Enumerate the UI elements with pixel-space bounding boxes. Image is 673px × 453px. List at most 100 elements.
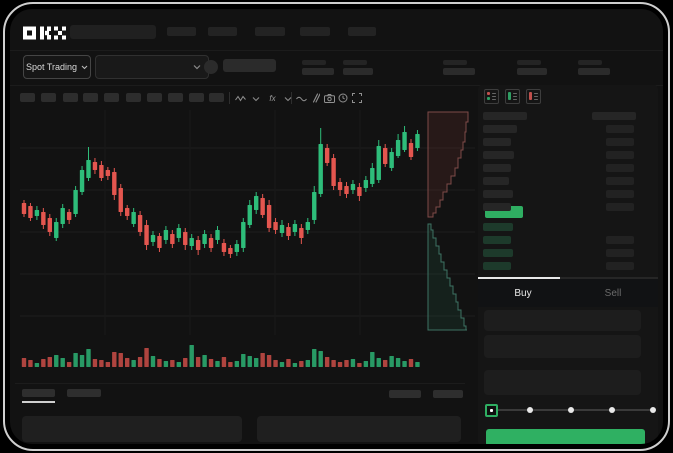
timeframe-button-skeleton[interactable] [147,93,162,102]
ticker-stat-value-skeleton [302,68,334,75]
camera-icon[interactable] [323,92,335,104]
chevron-down-icon [193,65,201,70]
app-window: Spot Trading [10,9,663,444]
bid-row-price-skeleton[interactable] [483,236,511,244]
bid-row-price-skeleton[interactable] [483,223,513,231]
slider-stop-dot[interactable] [568,407,574,413]
clock-icon[interactable] [337,92,349,104]
book-header-amount-skeleton [592,112,636,120]
timeframe-button-skeleton[interactable] [20,93,35,102]
ask-row-amount-skeleton[interactable] [606,125,634,133]
ticker-stat-value-skeleton [343,68,373,75]
bottom-section-divider [15,383,465,384]
book-bids-only-icon[interactable] [505,89,520,104]
slider-stop-dot[interactable] [527,407,533,413]
compare-slashes-icon[interactable] [309,92,321,104]
chevron-down-icon[interactable] [250,93,262,105]
depth-area [427,111,469,218]
ticker-stat-value-skeleton [578,68,610,75]
timeframe-button-skeleton[interactable] [83,93,98,102]
buy-sell-tab-track [478,277,658,279]
ticker-stat-label-skeleton [517,60,541,65]
total-input-skeleton[interactable] [484,370,641,395]
pair-logo-avatar [204,60,218,74]
subheader-divider [10,85,663,86]
tab-buy[interactable]: Buy [514,287,532,299]
bottom-tab-skeleton[interactable] [67,389,101,397]
timeframe-button-skeleton[interactable] [104,93,119,102]
pair-name-skeleton [223,59,276,72]
book-header-price-skeleton [483,112,527,120]
amount-input-skeleton[interactable] [484,335,641,358]
nav-item-skeleton[interactable] [208,27,237,36]
indicator-fx-icon[interactable]: fx [269,93,276,103]
okx-logo[interactable] [23,26,66,40]
orders-panel-skeleton [22,416,242,442]
nav-item-skeleton[interactable] [167,27,196,36]
ticker-stat-value-skeleton [443,68,475,75]
chevron-down-icon [81,65,88,69]
bid-row-amount-skeleton[interactable] [606,249,634,257]
pair-selector-dropdown[interactable] [95,55,209,79]
chart-style-icon[interactable] [234,93,246,105]
buy-sell-tabbar: Buy Sell [478,279,658,307]
ask-row-amount-skeleton[interactable] [606,164,634,172]
fullscreen-expand-icon[interactable] [351,92,363,104]
nav-item-skeleton[interactable] [300,27,330,36]
ask-row-price-skeleton[interactable] [483,177,509,185]
price-input-skeleton[interactable] [484,310,641,331]
timeframe-button-skeleton[interactable] [168,93,183,102]
ask-row-price-skeleton[interactable] [483,125,517,133]
market-type-label: Spot Trading [25,62,78,72]
ask-row-amount-skeleton[interactable] [606,138,634,146]
chevron-down-icon[interactable] [282,93,294,105]
device-frame-outline [3,2,670,451]
toolbar-separator [229,92,230,104]
ask-row-amount-skeleton[interactable] [606,190,634,198]
header-divider [10,50,663,51]
book-asks-only-icon[interactable] [526,89,541,104]
ask-row-amount-skeleton[interactable] [606,151,634,159]
toolbar-separator [291,92,292,104]
depth-area [427,223,467,331]
timeframe-button-skeleton[interactable] [189,93,204,102]
search-bar-skeleton[interactable] [70,25,156,39]
timeframe-button-skeleton[interactable] [41,93,56,102]
candlestick-chart[interactable] [20,110,480,335]
bid-row-price-skeleton[interactable] [483,249,513,257]
bottom-action-skeleton[interactable] [389,390,421,398]
line-wave-icon[interactable] [295,93,307,105]
bid-row-price-skeleton[interactable] [483,262,511,270]
buy-tab-active-indicator [478,277,560,279]
history-panel-skeleton [257,416,461,442]
ticker-stat-label-skeleton [443,60,467,65]
nav-item-skeleton[interactable] [255,27,285,36]
ticker-stat-label-skeleton [578,60,602,65]
ask-row-price-skeleton[interactable] [483,138,511,146]
ticker-stat-value-skeleton [517,68,547,75]
buy-submit-button[interactable] [486,429,645,444]
timeframe-button-skeleton[interactable] [126,93,141,102]
ask-row-price-skeleton[interactable] [483,203,511,211]
bottom-tab-active-skeleton[interactable] [22,389,55,397]
ask-row-amount-skeleton[interactable] [606,203,634,211]
timeframe-button-skeleton[interactable] [63,93,78,102]
market-type-selector[interactable]: Spot Trading [23,55,91,79]
ask-row-price-skeleton[interactable] [483,151,514,159]
bid-row-amount-skeleton[interactable] [606,262,634,270]
book-combined-icon[interactable] [484,89,499,104]
amount-slider-handle[interactable] [485,404,498,417]
ticker-stat-label-skeleton [302,60,326,65]
bottom-tab-active-underline [22,401,55,403]
timeframe-button-skeleton[interactable] [209,93,224,102]
slider-stop-dot[interactable] [650,407,656,413]
ask-row-price-skeleton[interactable] [483,190,513,198]
ask-row-amount-skeleton[interactable] [606,177,634,185]
bottom-action-skeleton[interactable] [433,390,463,398]
bid-row-amount-skeleton[interactable] [606,236,634,244]
ask-row-price-skeleton[interactable] [483,164,511,172]
tab-sell[interactable]: Sell [604,287,622,299]
nav-item-skeleton[interactable] [348,27,376,36]
slider-stop-dot[interactable] [609,407,615,413]
